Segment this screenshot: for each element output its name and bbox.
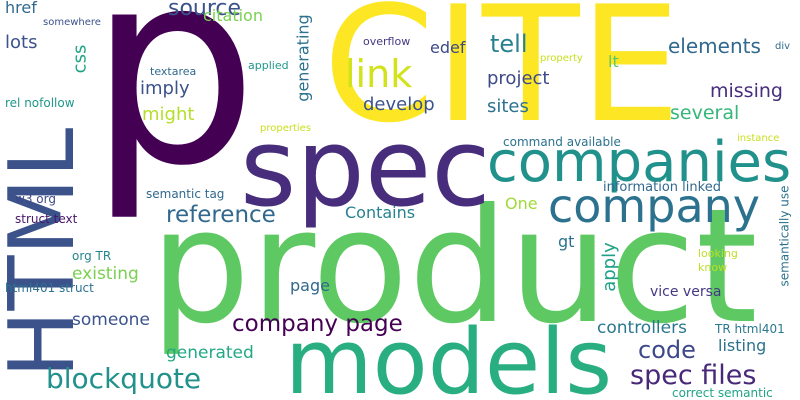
word-spec: spec [240, 106, 491, 231]
word-command-available: command available [503, 135, 621, 149]
word-semantically-use: semantically use [777, 185, 792, 287]
word-textarea: textarea [150, 65, 197, 78]
word-companies: companies [487, 130, 792, 195]
word-applied: applied [248, 59, 289, 72]
word-company: company [548, 179, 761, 233]
word-semantic-tag: semantic tag [146, 187, 225, 201]
word-several: several [670, 102, 740, 124]
word-code: code [638, 336, 696, 364]
word-citation: citation [203, 6, 263, 25]
word-properties: properties [260, 123, 312, 134]
word-existing: existing [72, 264, 139, 284]
word-rel-nofollow: rel nofollow [5, 96, 75, 110]
word-gt: gt [558, 232, 575, 251]
word-one: One [505, 194, 538, 213]
word-lt: lt [608, 52, 619, 71]
word-develop: develop [363, 94, 435, 115]
word-company-page: company page [232, 311, 403, 337]
word-tell: tell [490, 30, 528, 58]
word-link: link [345, 52, 413, 96]
word-product: product [150, 175, 758, 359]
word-org-tr: org TR [72, 249, 112, 263]
word-elements: elements [668, 34, 761, 58]
word-listing: listing [718, 336, 767, 355]
word-generating: generating [293, 14, 313, 102]
word-source: source [168, 0, 242, 21]
word-know: know [698, 261, 728, 274]
word-someone: someone [72, 310, 150, 330]
word-overflow: overflow [363, 35, 411, 48]
word-models: models [285, 310, 613, 400]
word-css: css [69, 44, 91, 74]
word-cite: CITE [323, 0, 681, 158]
word-html401-struct: html401 struct [5, 281, 94, 295]
word-instance: instance [737, 133, 780, 144]
word-missing: missing [710, 80, 783, 102]
word-w3-org: w3 org [15, 192, 56, 206]
word-information-linked: information linked [603, 180, 721, 195]
word-lots: lots [5, 32, 38, 53]
word-spec-files: spec files [630, 360, 757, 391]
word-struct-text: struct text [15, 212, 78, 226]
word-imply: imply [140, 78, 190, 99]
word-div: div [775, 41, 791, 52]
word-blockquote: blockquote [46, 362, 202, 395]
word-vice-versa: vice versa [650, 284, 722, 300]
word-looking: looking [698, 247, 738, 260]
word-might: might [142, 104, 195, 125]
word-sites: sites [487, 96, 529, 117]
word-tr-html401: TR html401 [715, 322, 785, 336]
word-reference: reference [166, 202, 276, 228]
word-generated: generated [166, 343, 254, 363]
word-controllers: controllers [597, 318, 687, 338]
word-correct-semantic: correct semantic [672, 386, 773, 400]
word-edef: edef [430, 38, 466, 57]
word-page: page [290, 276, 330, 295]
word-property: property [540, 53, 583, 64]
word-somewhere: somewhere [43, 17, 101, 28]
word-project: project [487, 68, 550, 89]
word-p: p [88, 0, 259, 225]
word-href: href [5, 0, 37, 17]
word-apply: apply [598, 242, 620, 292]
word-contains: Contains [345, 203, 416, 222]
